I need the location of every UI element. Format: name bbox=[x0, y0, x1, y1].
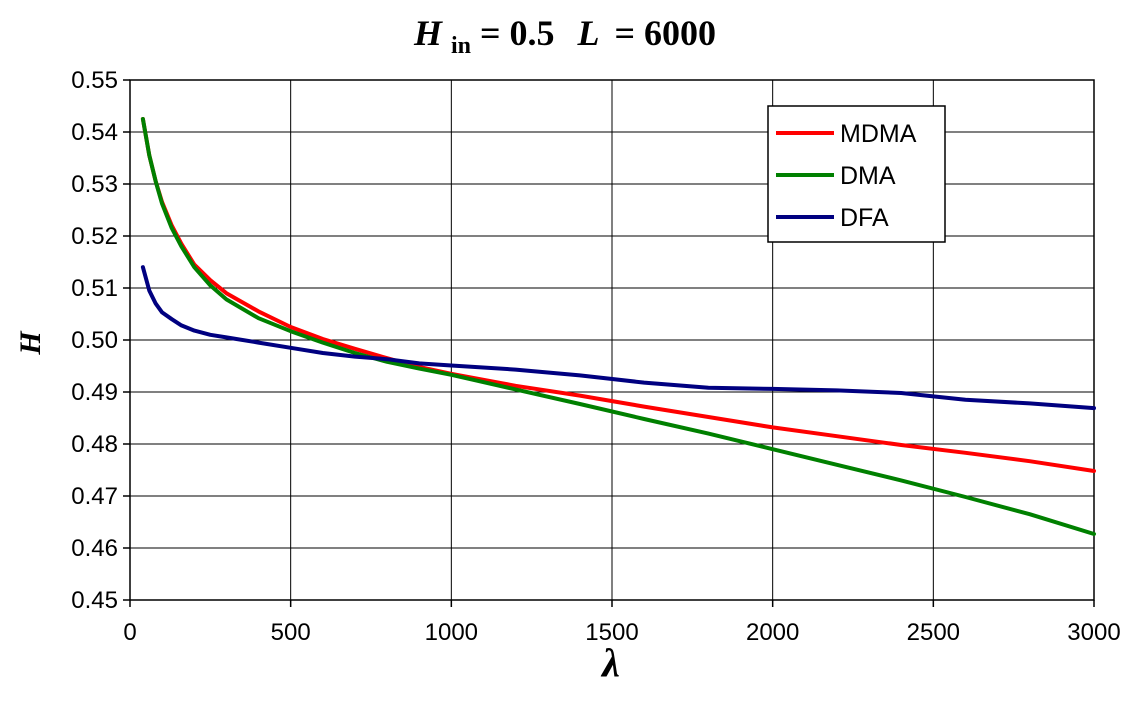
legend-label-dfa: DFA bbox=[840, 204, 889, 232]
title-h-value: = 0.5 bbox=[480, 13, 555, 53]
x-tick-label: 1000 bbox=[425, 619, 478, 646]
legend-entries: MDMA DMA DFA bbox=[776, 120, 917, 232]
y-tick-label: 0.55 bbox=[71, 67, 118, 94]
y-tick-label: 0.51 bbox=[71, 275, 118, 302]
chart-title: H in = 0.5 L = 6000 bbox=[413, 13, 716, 61]
series-line-dfa bbox=[140, 265, 1096, 411]
x-tick-label: 1500 bbox=[585, 619, 638, 646]
x-tick-label: 3000 bbox=[1067, 619, 1120, 646]
legend: MDMA DMA DFA bbox=[767, 105, 946, 243]
y-tick-label: 0.46 bbox=[71, 535, 118, 562]
title-l-value: = 6000 bbox=[615, 13, 717, 53]
y-tick-label: 0.49 bbox=[71, 379, 118, 406]
y-tick-label: 0.54 bbox=[71, 119, 118, 146]
x-tick-label: 2000 bbox=[746, 619, 799, 646]
y-tick-label: 0.53 bbox=[71, 171, 118, 198]
x-tick-label: 2500 bbox=[907, 619, 960, 646]
plot-area-frame bbox=[129, 79, 1095, 601]
y-tick-label: 0.45 bbox=[71, 587, 118, 614]
x-tick-label: 0 bbox=[123, 619, 136, 646]
x-tick-label: 500 bbox=[271, 619, 311, 646]
legend-label-dma: DMA bbox=[840, 162, 896, 190]
series-lines bbox=[140, 117, 1096, 536]
y-tick-label: 0.48 bbox=[71, 431, 118, 458]
tick-labels: 0.45 0.46 0.47 0.48 0.49 0.50 0.51 0.52 0.53 0.54… bbox=[71, 67, 1120, 646]
x-axis-title: λ bbox=[600, 640, 620, 685]
title-h-symbol: H bbox=[413, 13, 443, 53]
y-tick-label: 0.47 bbox=[71, 483, 118, 510]
legend-label-mdma: MDMA bbox=[840, 120, 917, 148]
y-tick-label: 0.52 bbox=[71, 223, 118, 250]
y-axis-title: H bbox=[14, 330, 47, 356]
y-tick-label: 0.50 bbox=[71, 327, 118, 354]
title-l-symbol: L bbox=[577, 13, 600, 53]
title-h-subscript: in bbox=[451, 33, 471, 59]
